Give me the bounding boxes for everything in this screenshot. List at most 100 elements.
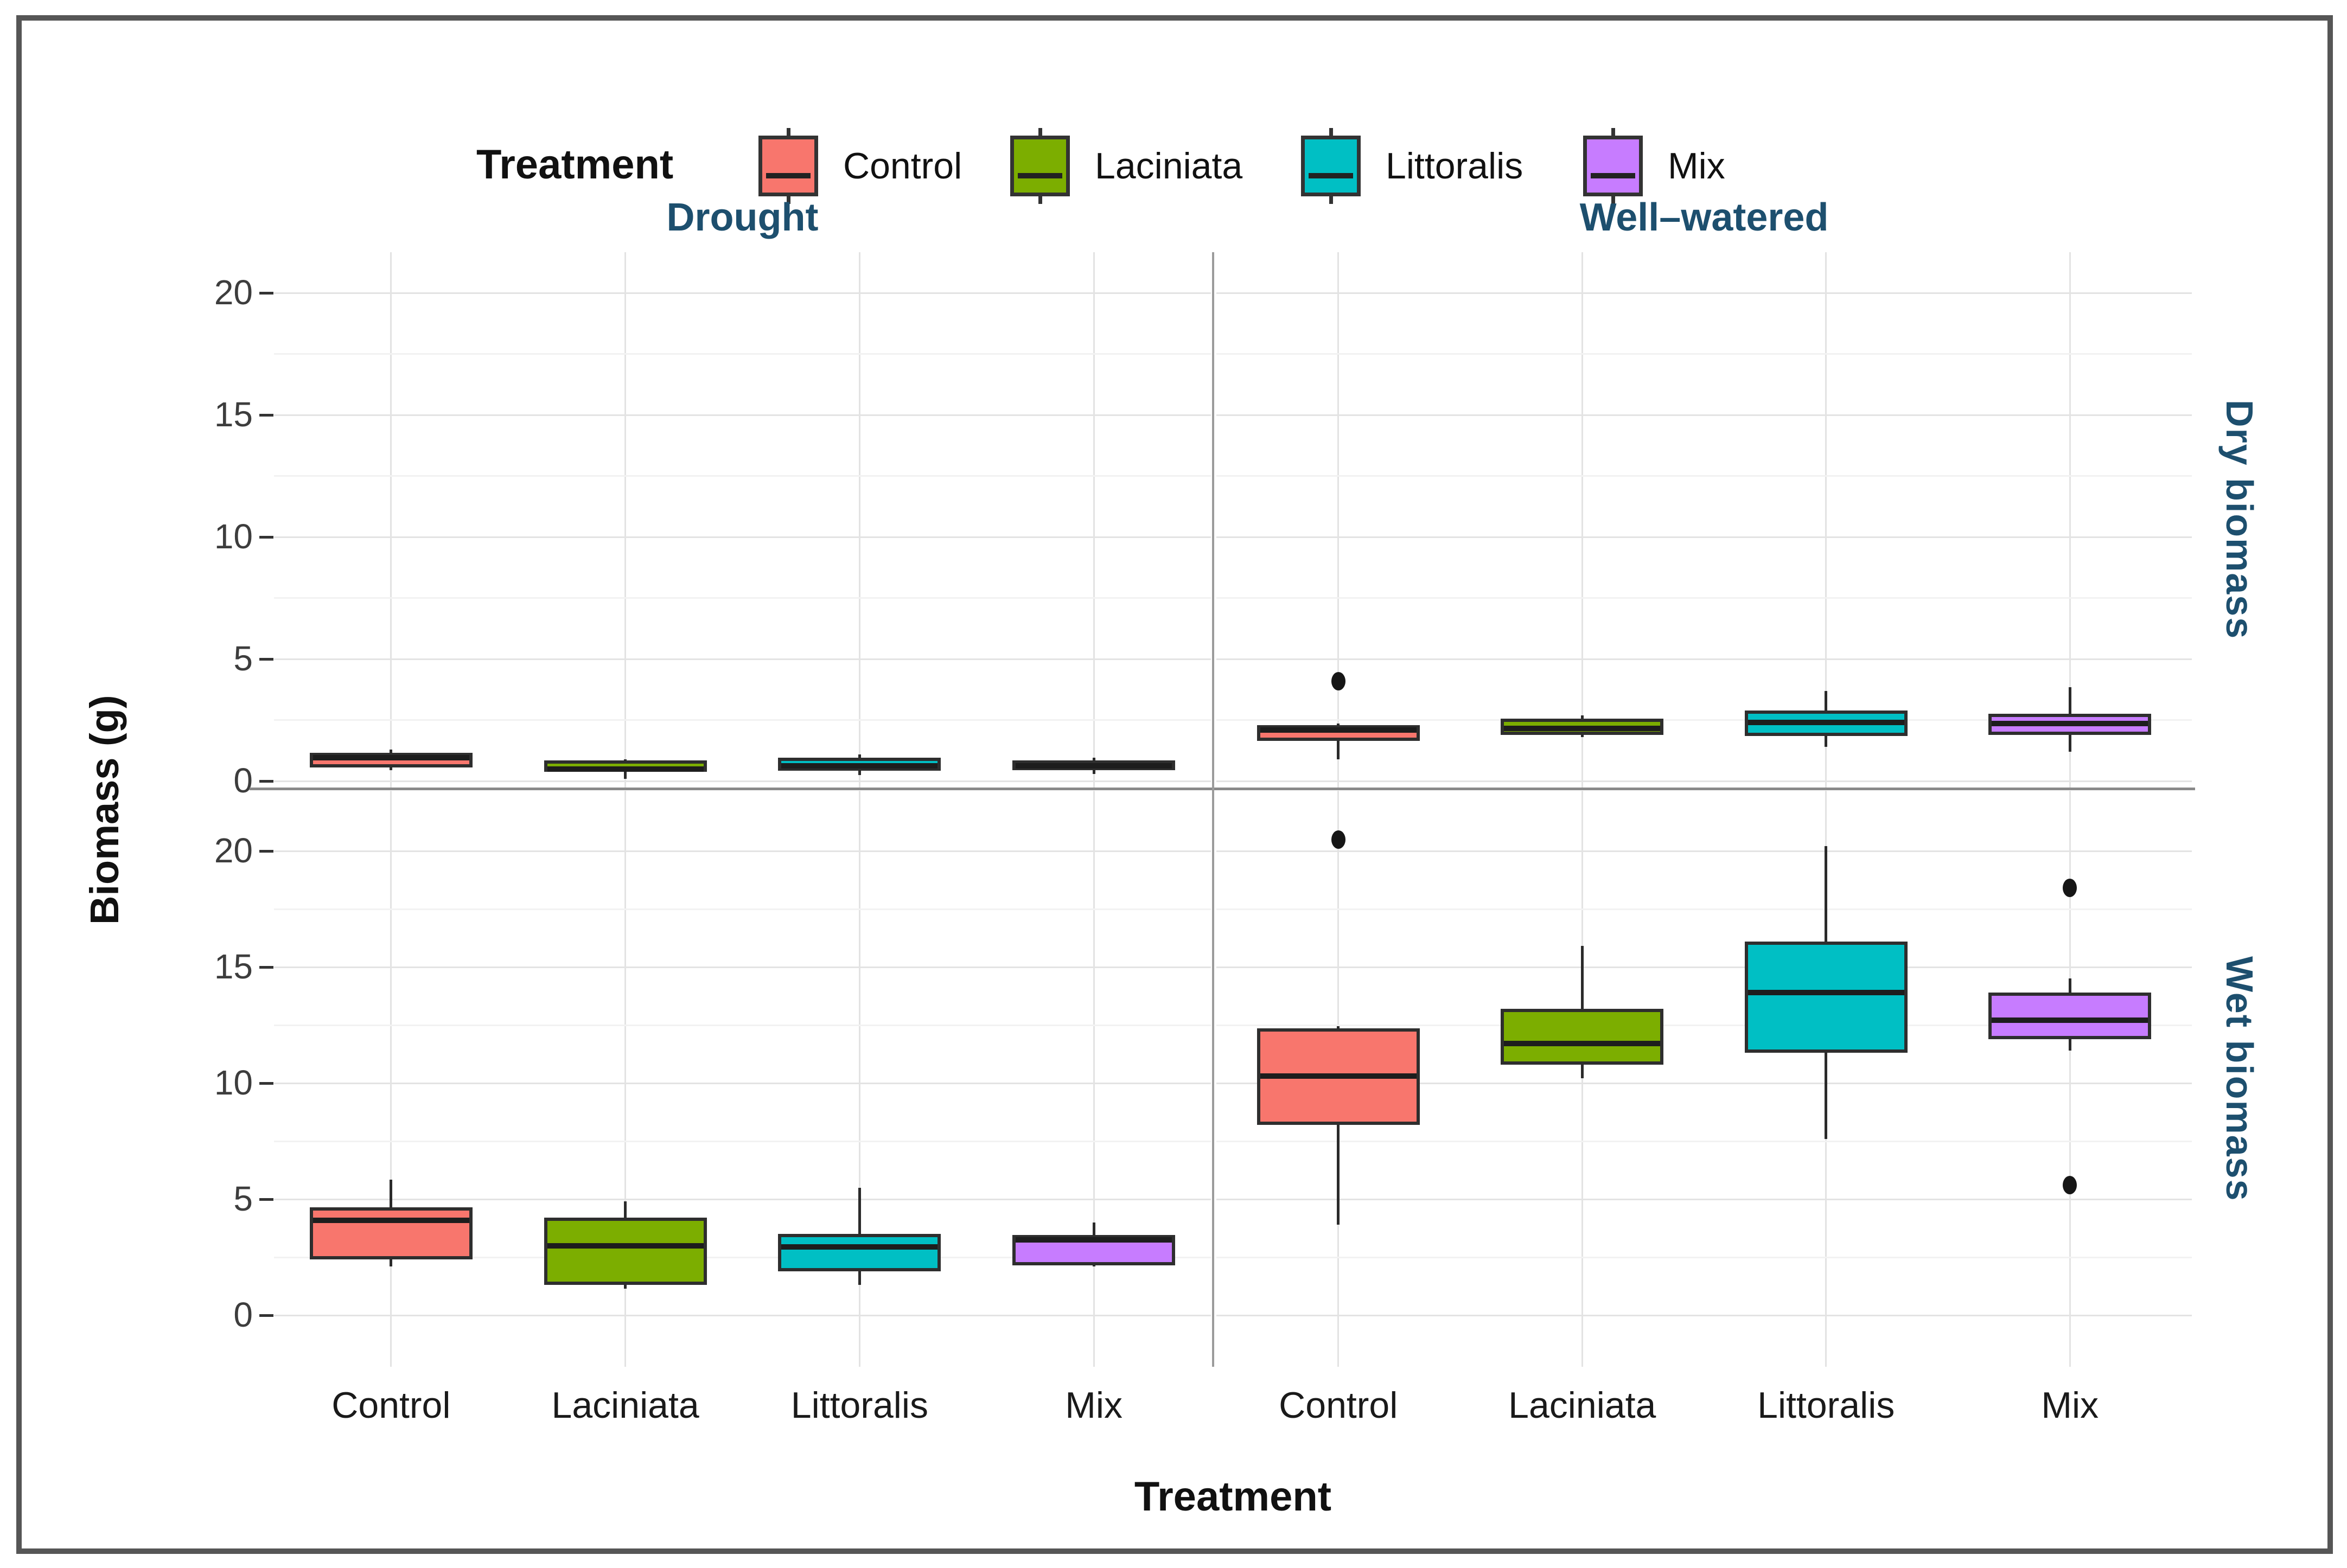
facet-title-well-watered: Well–watered xyxy=(1579,196,1829,239)
legend-label-mix: Mix xyxy=(1668,145,1725,187)
boxplot-box-laciniata xyxy=(1501,1009,1664,1065)
x-gridline xyxy=(858,252,860,788)
x-category-label-littoralis: Littoralis xyxy=(790,1385,928,1426)
y-minor-gridline xyxy=(1216,597,2192,599)
x-category-label-laciniata: Laciniata xyxy=(551,1385,699,1426)
x-category-label-mix: Mix xyxy=(1065,1385,1123,1426)
key-median-icon xyxy=(1309,173,1353,178)
x-axis-title: Treatment xyxy=(1134,1474,1332,1520)
boxplot-median xyxy=(547,1243,704,1249)
y-tick-mark xyxy=(259,413,273,417)
facet-row-separator xyxy=(250,788,2195,790)
strip-label-dry-biomass: Dry biomass xyxy=(2218,400,2261,640)
key-whisker-bottom-icon xyxy=(1611,194,1615,204)
y-tick-mark xyxy=(259,1314,273,1317)
y-axis-title: Biomass (g) xyxy=(82,695,127,925)
y-minor-gridline xyxy=(274,1140,1211,1142)
key-box-littoralis xyxy=(1301,136,1361,196)
y-minor-gridline xyxy=(1216,353,2192,355)
x-gridline xyxy=(858,791,860,1367)
y-major-gridline xyxy=(274,1082,1211,1084)
key-box-control xyxy=(758,136,818,196)
y-major-gridline xyxy=(1216,658,2192,660)
y-major-gridline xyxy=(274,966,1211,968)
legend-label-control: Control xyxy=(843,145,962,187)
y-tick-mark xyxy=(259,657,273,661)
x-category-label-laciniata: Laciniata xyxy=(1508,1385,1656,1426)
legend-label-laciniata: Laciniata xyxy=(1095,145,1243,187)
boxplot-median xyxy=(1748,720,1904,725)
y-major-gridline xyxy=(274,1314,1211,1316)
key-whisker-top-icon xyxy=(1038,128,1042,138)
y-tick-mark xyxy=(259,965,273,969)
y-minor-gridline xyxy=(274,597,1211,599)
x-gridline xyxy=(390,791,392,1367)
y-major-gridline xyxy=(274,658,1211,660)
x-gridline xyxy=(1337,252,1340,788)
legend-item-control: Control xyxy=(758,128,962,204)
x-gridline xyxy=(624,791,627,1367)
y-minor-gridline xyxy=(274,353,1211,355)
boxplot-box-littoralis xyxy=(778,1234,941,1271)
boxplot-median xyxy=(781,1244,938,1250)
key-median-icon xyxy=(1018,173,1062,178)
chart-frame-border xyxy=(16,15,2333,1554)
y-minor-gridline xyxy=(274,1256,1211,1258)
legend: Treatment Control Laciniata xyxy=(0,64,2347,204)
y-major-gridline xyxy=(274,292,1211,294)
facet-column-separator xyxy=(1212,252,1214,1367)
y-major-gridline xyxy=(274,850,1211,852)
outlier-point xyxy=(2063,1176,2077,1195)
y-minor-gridline xyxy=(274,1024,1211,1026)
key-whisker-top-icon xyxy=(787,128,790,138)
legend-item-laciniata: Laciniata xyxy=(1010,128,1242,204)
y-minor-gridline xyxy=(1216,1024,2192,1026)
y-major-gridline xyxy=(274,414,1211,416)
x-gridline xyxy=(1581,791,1583,1367)
strip-label-wet-biomass: Wet biomass xyxy=(2218,956,2261,1202)
boxplot-median xyxy=(312,1217,469,1223)
legend-item-mix: Mix xyxy=(1583,128,1725,204)
y-major-gridline xyxy=(274,1198,1211,1200)
x-gridline xyxy=(2069,791,2071,1367)
y-tick-mark xyxy=(259,1198,273,1201)
boxplot-median xyxy=(547,766,704,772)
boxplot-median xyxy=(1992,721,2148,727)
boxplot-median xyxy=(781,763,938,769)
boxplot-whisker xyxy=(1337,724,1340,759)
y-major-gridline xyxy=(1216,780,2192,782)
boxplot-key-icon xyxy=(1301,128,1361,204)
y-major-gridline xyxy=(1216,1314,2192,1316)
legend-label-littoralis: Littoralis xyxy=(1386,145,1523,187)
outlier-point xyxy=(2063,879,2077,898)
boxplot-median xyxy=(1748,990,1904,996)
key-whisker-top-icon xyxy=(1611,128,1615,138)
y-major-gridline xyxy=(274,536,1211,538)
x-gridline xyxy=(1093,791,1095,1367)
y-minor-gridline xyxy=(274,719,1211,721)
y-tick-label: 0 xyxy=(233,1295,253,1334)
y-major-gridline xyxy=(1216,414,2192,416)
y-tick-label: 15 xyxy=(214,947,253,986)
boxplot-box-laciniata xyxy=(544,1218,707,1285)
y-tick-label: 20 xyxy=(214,273,253,312)
legend-item-littoralis: Littoralis xyxy=(1301,128,1523,204)
y-minor-gridline xyxy=(1216,1140,2192,1142)
key-whisker-bottom-icon xyxy=(787,194,790,204)
y-tick-mark xyxy=(259,849,273,853)
boxplot-box-littoralis xyxy=(1744,941,1908,1053)
boxplot-median xyxy=(1504,1041,1661,1047)
y-major-gridline xyxy=(1216,536,2192,538)
x-category-label-control: Control xyxy=(1279,1385,1398,1426)
y-minor-gridline xyxy=(274,908,1211,910)
x-gridline xyxy=(624,252,627,788)
boxplot-box-control xyxy=(309,1207,473,1260)
boxplot-median xyxy=(1992,1017,2148,1023)
y-tick-mark xyxy=(259,1081,273,1085)
outlier-point xyxy=(1331,671,1345,690)
boxplot-median xyxy=(1504,726,1661,732)
boxplot-median xyxy=(1016,1237,1172,1243)
y-major-gridline xyxy=(1216,1082,2192,1084)
key-whisker-top-icon xyxy=(1329,128,1333,138)
